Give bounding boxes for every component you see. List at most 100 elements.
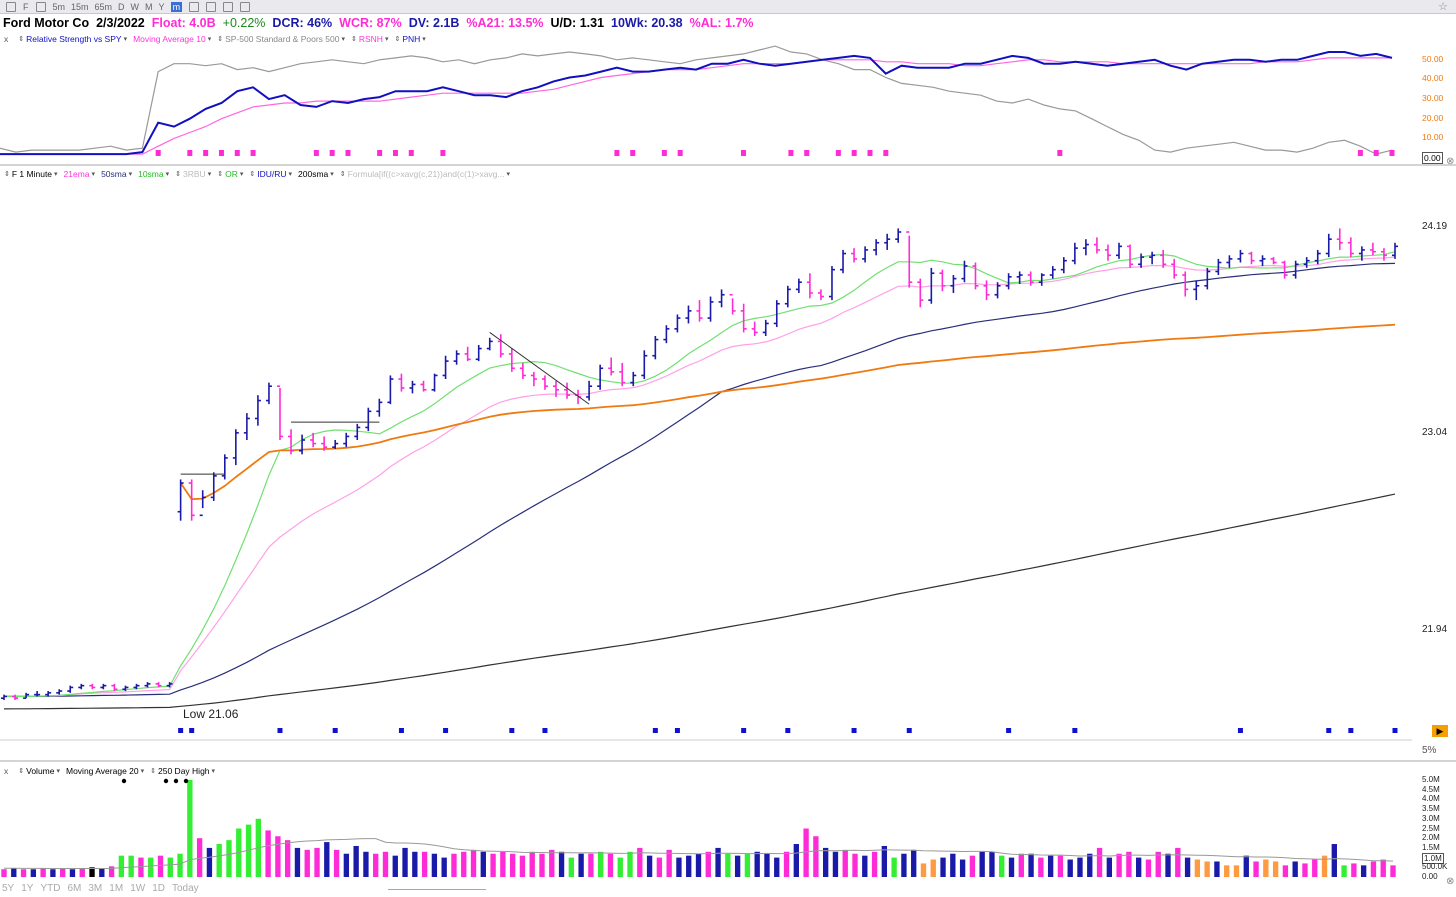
volume-bar xyxy=(1233,865,1240,877)
volume-bar xyxy=(40,868,46,877)
volume-bar xyxy=(862,855,868,877)
volume-bar xyxy=(177,853,183,877)
expand-icon[interactable]: ⊗ xyxy=(1446,156,1455,167)
volume-legend: x ⇕ Volume ▾ Moving Average 20 ▾ ⇕ 250 Day H… xyxy=(0,764,215,778)
volume-bar xyxy=(1047,855,1054,877)
price-legend-item[interactable]: 200sma ▾ xyxy=(298,169,334,179)
volume-bar xyxy=(1214,861,1220,877)
volume-bar xyxy=(431,853,438,877)
volume-bar xyxy=(1008,857,1015,877)
volume-bar xyxy=(343,853,350,877)
signal-marker xyxy=(1072,728,1078,733)
range-1M[interactable]: 1M xyxy=(109,883,124,894)
volume-bar xyxy=(138,857,144,877)
volume-bar xyxy=(1204,861,1210,877)
app-icon[interactable] xyxy=(6,1,16,12)
volume-bar xyxy=(793,844,799,877)
or-line xyxy=(179,323,1396,501)
rs-legend-item[interactable]: ⇕ PNH ▾ xyxy=(394,34,426,44)
link-icon[interactable] xyxy=(240,1,251,12)
price-legend-item[interactable]: ⇕ OR ▾ xyxy=(217,169,244,179)
star-icon[interactable]: ☆ xyxy=(1438,1,1448,13)
range-1Y[interactable]: 1Y xyxy=(21,883,34,894)
volume-bar xyxy=(451,853,457,877)
symbol-label[interactable]: F xyxy=(23,1,29,12)
rs-legend-item[interactable]: ⇕ Relative Strength vs SPY ▾ xyxy=(18,34,128,44)
volume-bar xyxy=(236,828,242,877)
expand-icon[interactable]: ⊗ xyxy=(1446,876,1455,887)
21ema-line xyxy=(3,256,1396,698)
volume-bar xyxy=(881,845,888,877)
range-YTD[interactable]: YTD xyxy=(40,883,61,894)
rs-marker xyxy=(203,150,209,156)
price-legend-item[interactable]: ⇕ F 1 Minute ▾ xyxy=(4,169,58,179)
play-icon[interactable]: ▶ xyxy=(1432,725,1448,737)
close-icon[interactable]: x xyxy=(4,766,9,776)
scroll-indicator[interactable] xyxy=(388,889,486,890)
price-legend-item[interactable]: 10sma ▾ xyxy=(138,169,170,179)
volume-bar xyxy=(500,851,506,877)
signal-marker xyxy=(851,728,857,733)
timeframe-M[interactable]: M xyxy=(145,1,153,12)
volume-bar xyxy=(30,869,37,877)
range-1W[interactable]: 1W xyxy=(130,883,146,894)
price-legend-item[interactable]: ⇕ IDU/RU ▾ xyxy=(249,169,293,179)
volume-bar xyxy=(646,855,653,877)
company-name: Ford Motor Co xyxy=(3,16,90,30)
rs-legend-item[interactable]: ⇕ SP-500 Standard & Poors 500 ▾ xyxy=(217,34,345,44)
range-Today[interactable]: Today xyxy=(171,883,199,894)
timeframe-65m[interactable]: 65m xyxy=(94,1,113,12)
high-dot xyxy=(121,778,127,784)
price-legend-item[interactable]: 21ema ▾ xyxy=(63,169,96,179)
rs-tick-label: 30.00 xyxy=(1422,93,1444,104)
draw-icon[interactable] xyxy=(206,1,217,12)
pct-badge: 5% xyxy=(1422,745,1437,756)
rs-marker xyxy=(440,150,446,156)
rs-legend: x ⇕ Relative Strength vs SPY ▾ Moving Aver… xyxy=(0,32,426,46)
timeframe-Y[interactable]: Y xyxy=(158,1,165,12)
volume-bar xyxy=(803,828,809,877)
pencil-icon[interactable] xyxy=(223,1,234,12)
timeframe-W[interactable]: W xyxy=(130,1,140,12)
volume-bar xyxy=(1,869,7,877)
signal-marker xyxy=(674,728,680,733)
volume-bar xyxy=(294,847,301,877)
volume-legend-item[interactable]: ⇕ 250 Day High ▾ xyxy=(150,766,216,776)
price-legend-item[interactable]: 50sma ▾ xyxy=(101,169,133,179)
rs-marker xyxy=(788,150,794,156)
rs-marker xyxy=(345,150,351,156)
timeframe-15m[interactable]: 15m xyxy=(71,1,89,12)
rs-legend-item[interactable]: Moving Average 10 ▾ xyxy=(133,34,212,44)
price-legend-item[interactable]: ⇕ 3RBU ▾ xyxy=(175,169,212,179)
range-1D[interactable]: 1D xyxy=(152,883,165,894)
volume-bar xyxy=(20,869,27,877)
timeframe-m[interactable]: m xyxy=(170,1,183,12)
volume-bar xyxy=(255,818,261,877)
volume-legend-item[interactable]: ⇕ Volume ▾ xyxy=(18,766,60,776)
price-legend-item[interactable]: ⇕ Formula[if((c>xavg(c,21))and(c(1)>xavg.… xyxy=(339,169,510,179)
high-dot xyxy=(163,778,169,784)
timeframe-D[interactable]: D xyxy=(118,1,125,12)
range-5Y[interactable]: 5Y xyxy=(2,883,15,894)
rs-marker xyxy=(1389,150,1395,156)
volume-bar xyxy=(1126,851,1132,877)
volume-legend-item[interactable]: Moving Average 20 ▾ xyxy=(66,766,145,776)
range-3M[interactable]: 3M xyxy=(88,883,103,894)
volume-bar xyxy=(373,853,379,877)
volume-bar xyxy=(1263,859,1269,877)
volume-bar xyxy=(69,869,76,877)
signal-marker xyxy=(906,728,912,733)
volume-bar xyxy=(167,857,173,877)
quote-header: Ford Motor Co 2/3/2022 Float: 4.0B +0.22… xyxy=(0,14,1456,32)
signal-marker xyxy=(1392,728,1398,733)
close-icon[interactable]: x xyxy=(4,34,9,44)
chart-type-icon[interactable] xyxy=(189,1,200,12)
rs-legend-item[interactable]: ⇕ RSNH ▾ xyxy=(350,34,389,44)
settings-icon[interactable] xyxy=(35,1,46,12)
volume-bar xyxy=(1194,859,1201,877)
timeframe-5m[interactable]: 5m xyxy=(52,1,66,12)
volume-ma-line xyxy=(4,838,1394,869)
volume-bar xyxy=(1312,859,1318,877)
range-6M[interactable]: 6M xyxy=(67,883,82,894)
